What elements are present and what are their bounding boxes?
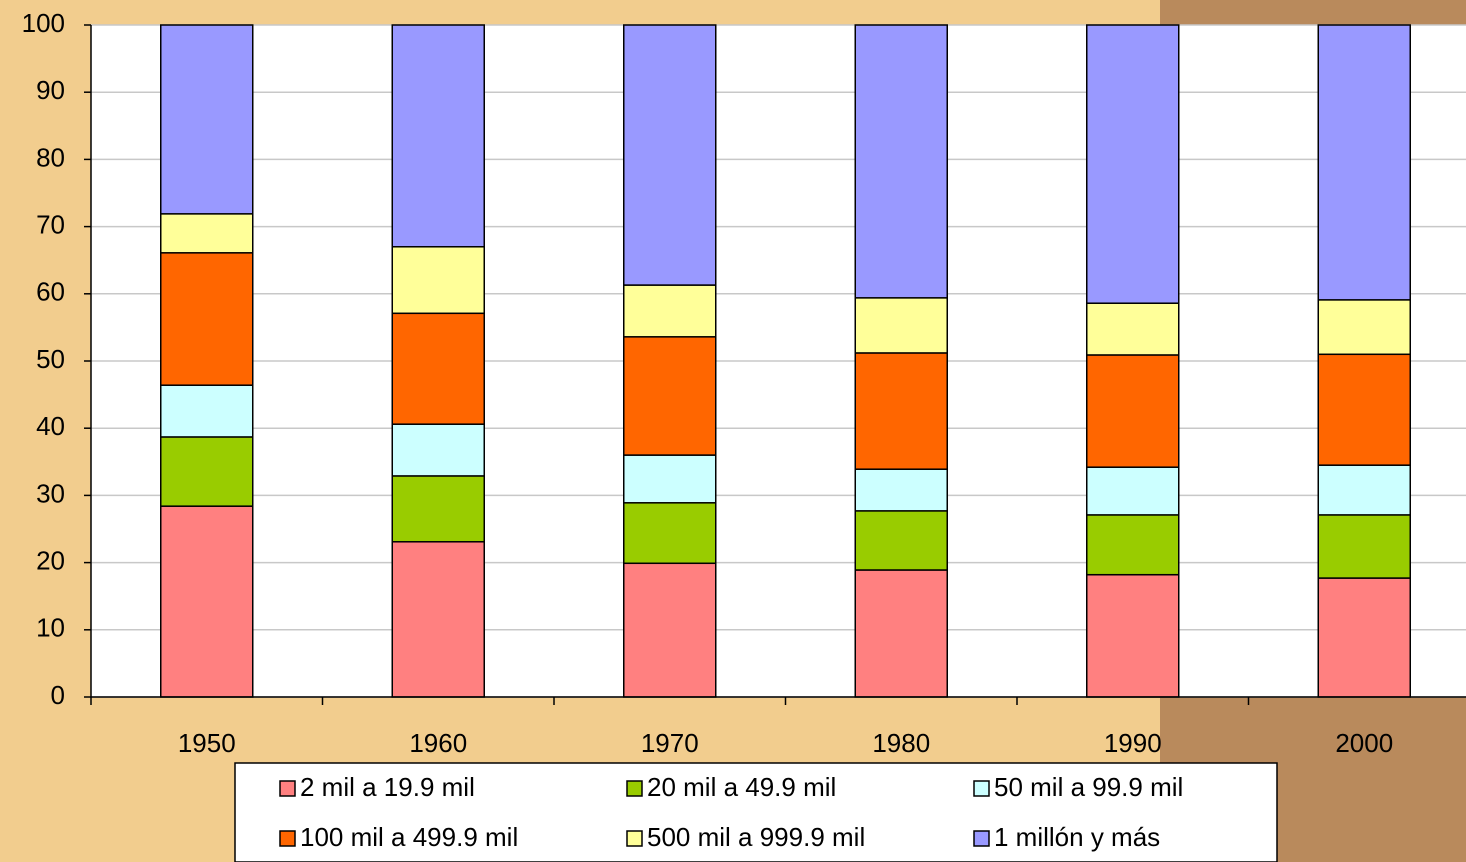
y-tick-label: 10 [36, 613, 65, 643]
legend-label: 50 mil a 99.9 mil [994, 772, 1183, 802]
x-tick-label: 1970 [641, 728, 699, 758]
bar-segment [623, 336, 717, 456]
y-tick-label: 20 [36, 545, 65, 575]
bar-segment [623, 24, 717, 286]
bar-segment [1317, 24, 1411, 301]
bar-segment [1086, 573, 1180, 698]
y-tick-label: 80 [36, 142, 65, 172]
legend-swatch [973, 830, 990, 847]
legend-swatch [279, 830, 296, 847]
legend-box [234, 762, 1278, 862]
bar-segment [160, 213, 254, 254]
y-tick-label: 90 [36, 75, 65, 105]
bar-segment [854, 510, 948, 571]
bar-segment [160, 252, 254, 386]
bar-segment [623, 502, 717, 565]
bar-segment [391, 541, 485, 698]
legend-label: 20 mil a 49.9 mil [647, 772, 836, 802]
bar-segment [1317, 353, 1411, 466]
y-tick-label: 70 [36, 209, 65, 239]
bar-segment [854, 297, 948, 354]
x-tick-label: 1990 [1104, 728, 1162, 758]
legend-label: 500 mil a 999.9 mil [647, 822, 865, 852]
y-tick-label: 0 [51, 680, 65, 710]
legend-label: 1 millón y más [994, 822, 1160, 852]
legend-label: 100 mil a 499.9 mil [300, 822, 518, 852]
bar-segment [391, 475, 485, 543]
bar-segment [160, 436, 254, 507]
bar-segment [623, 454, 717, 504]
y-tick-label: 30 [36, 478, 65, 508]
legend-swatch [626, 830, 643, 847]
y-tick-label: 40 [36, 411, 65, 441]
bar-segment [1086, 302, 1180, 356]
legend-swatch [279, 780, 296, 797]
bar-segment [1317, 514, 1411, 579]
bar-segment [160, 505, 254, 698]
y-tick-label: 50 [36, 344, 65, 374]
bar-segment [623, 562, 717, 698]
bar-segment [160, 384, 254, 438]
bar-segment [1086, 514, 1180, 576]
legend-swatch [973, 780, 990, 797]
bar-segment [391, 312, 485, 425]
bar-segment [160, 24, 254, 215]
bar-segment [623, 284, 717, 338]
bar-segment [391, 246, 485, 315]
y-tick-label: 100 [22, 8, 65, 38]
x-tick-label: 2000 [1335, 728, 1393, 758]
bar-segment [1317, 577, 1411, 698]
bar-segment [854, 352, 948, 470]
bar-segment [391, 423, 485, 477]
bar-segment [854, 468, 948, 512]
bar-segment [1086, 466, 1180, 516]
bar-segment [391, 24, 485, 248]
bar-segment [1317, 464, 1411, 516]
bar-segment [854, 24, 948, 299]
x-tick-label: 1980 [872, 728, 930, 758]
bar-segment [1086, 354, 1180, 468]
x-tick-label: 1950 [178, 728, 236, 758]
legend-label: 2 mil a 19.9 mil [300, 772, 475, 802]
bar-segment [854, 569, 948, 698]
y-tick-label: 60 [36, 277, 65, 307]
legend-swatch [626, 780, 643, 797]
bar-segment [1317, 299, 1411, 356]
x-tick-label: 1960 [409, 728, 467, 758]
bar-segment [1086, 24, 1180, 304]
